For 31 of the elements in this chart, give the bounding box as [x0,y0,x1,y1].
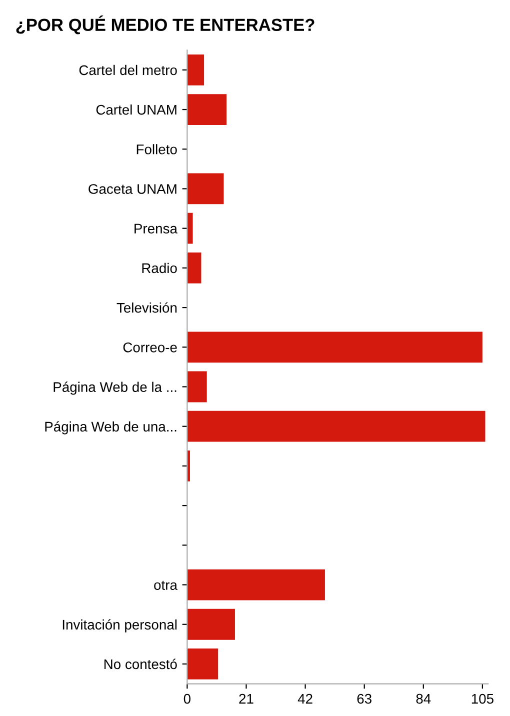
y-tick-label: Folleto [136,144,177,154]
y-tick-label: Página Web de la ... [54,382,176,395]
x-tick-label: 63 [357,694,372,704]
bar [187,410,486,442]
bar [187,252,202,284]
y-tick-label: Televisión [116,302,177,313]
y-tick-label: otra [154,580,178,590]
y-tick-label: Invitación personal [62,619,177,632]
x-tick-label: 105 [472,694,494,704]
bar [187,608,235,640]
y-tick-label: Radio [142,262,177,274]
y-tick-label: Gaceta UNAM [88,184,176,194]
y-tick-label: Correo-e [123,342,177,352]
bar [187,569,325,600]
y-tick-label: No contestó [104,658,177,670]
bar [187,94,227,125]
y-tick-label: Cartel UNAM [96,104,176,115]
x-tick-label: 21 [239,694,254,704]
bar [187,371,207,402]
bar [187,212,193,244]
chart-title: ¿POR QUÉ MEDIO TE ENTERASTE? [16,15,314,34]
x-tick-label: 42 [298,694,312,704]
y-tick-label: Prensa [134,224,178,234]
x-tick-label: 84 [416,694,431,704]
y-tick-label: Página Web de una... [45,421,176,434]
bar [187,332,482,363]
bar [187,648,218,680]
bar [187,54,204,86]
y-tick-label: Cartel del metro [79,64,177,76]
bar [187,173,224,204]
x-tick-label: 0 [184,694,190,704]
